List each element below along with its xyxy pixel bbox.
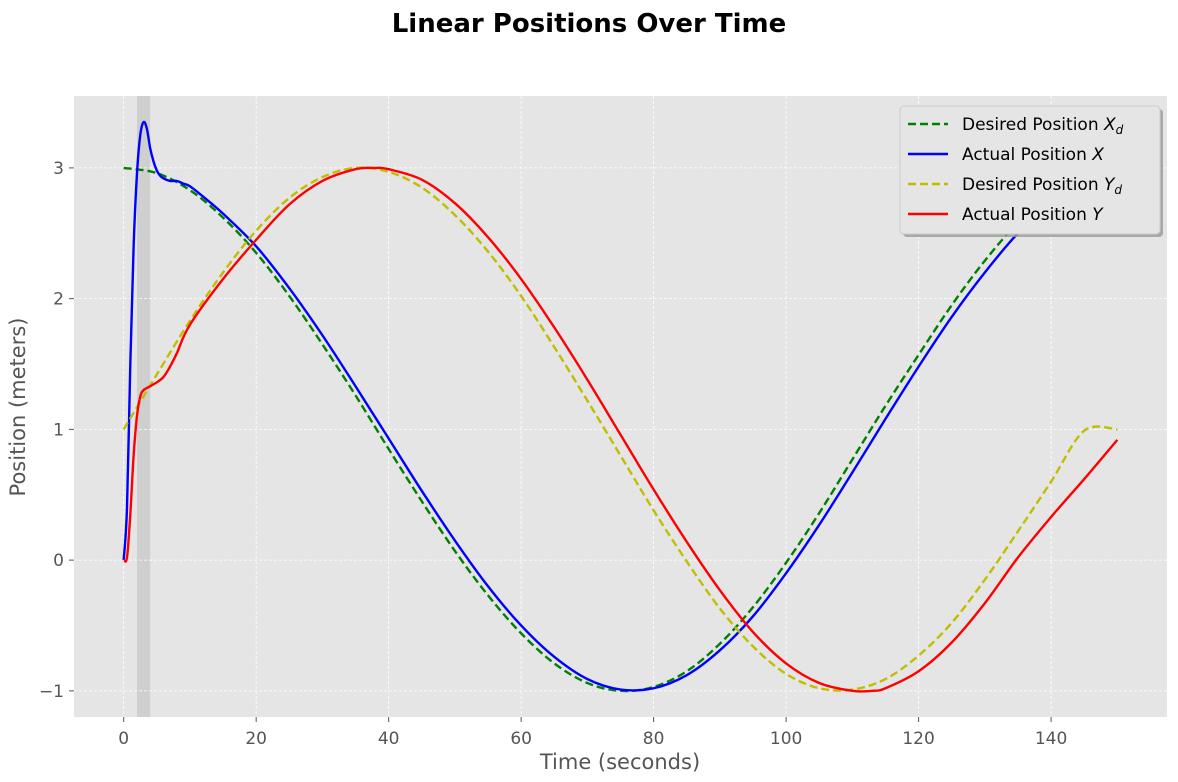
y-tick-label: −1: [39, 682, 64, 702]
shaded-region: [136, 96, 151, 717]
grid-lines: [74, 96, 1167, 717]
y-tick-label: 3: [53, 159, 64, 179]
x-tick-label: 140: [1035, 729, 1067, 749]
y-tick-label: 2: [53, 290, 64, 310]
x-axis-ticks: 0 20 40 60 80 100 120 140: [118, 717, 1067, 749]
x-tick-label: 60: [510, 729, 532, 749]
legend: Desired Position Xd Actual Position X Desi…: [899, 105, 1163, 237]
x-tick-label: 0: [118, 729, 129, 749]
x-tick-label: 80: [643, 729, 665, 749]
x-tick-label: 40: [378, 729, 400, 749]
legend-label-1: Desired Position Xd: [962, 115, 1124, 137]
legend-label-2: Actual Position X: [962, 145, 1104, 165]
legend-box: [899, 105, 1161, 235]
series-line-2: [122, 120, 1118, 692]
y-tick-label: 1: [53, 420, 64, 440]
x-axis-label: Time (seconds): [539, 750, 700, 774]
x-tick-label: 100: [770, 729, 802, 749]
x-tick-label: 20: [245, 729, 267, 749]
chart-title: Linear Positions Over Time: [392, 9, 787, 39]
series-lines: [122, 120, 1119, 693]
y-tick-label: 0: [53, 551, 64, 571]
y-axis-ticks: −1 0 1 2 3: [39, 159, 74, 702]
series-line-4: [122, 166, 1119, 693]
legend-label-4: Actual Position Y: [962, 205, 1104, 225]
legend-label-3: Desired Position Yd: [962, 175, 1122, 197]
y-axis-label: Position (meters): [6, 318, 30, 497]
series-line-1: [123, 166, 1118, 693]
x-tick-label: 120: [902, 729, 934, 749]
